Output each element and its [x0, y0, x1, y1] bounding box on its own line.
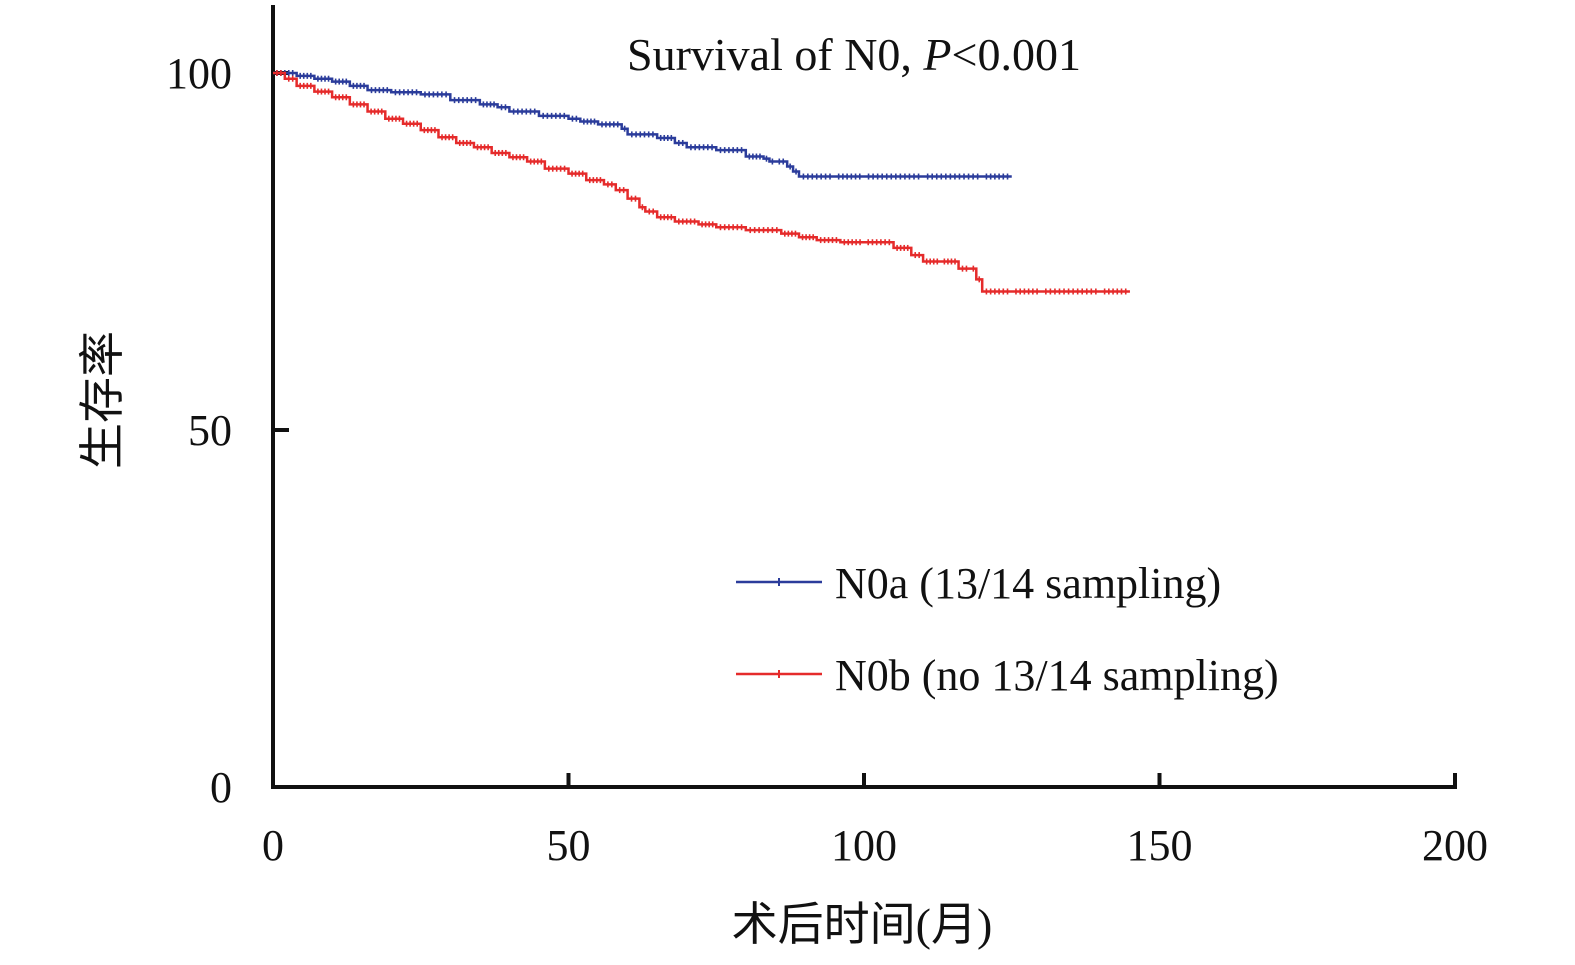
x-tick-label: 50	[547, 821, 591, 870]
series-line-n0b	[273, 71, 1130, 293]
x-tick-label: 0	[262, 821, 284, 870]
y-tick-label: 50	[188, 406, 232, 455]
censor-marks-n0b	[276, 70, 1127, 295]
y-axis-title: 生存率	[77, 331, 128, 469]
legend: N0a (13/14 sampling) N0b (no 13/14 sampl…	[736, 559, 1279, 700]
y-axis-ticks: 0 50 100	[166, 49, 289, 812]
x-axis-ticks: 0 50 100 150 200	[262, 773, 1488, 870]
legend-label-n0a: N0a (13/14 sampling)	[835, 559, 1221, 608]
y-tick-label: 0	[210, 763, 232, 812]
y-tick-label: 100	[166, 49, 232, 98]
x-tick-label: 150	[1127, 821, 1193, 870]
legend-label-n0b: N0b (no 13/14 sampling)	[835, 651, 1279, 700]
series-line-n0a	[273, 71, 1012, 178]
x-tick-label: 100	[831, 821, 897, 870]
chart-title: Survival of N0, P<0.001	[627, 29, 1081, 80]
series-layer	[273, 70, 1130, 295]
x-tick-label: 200	[1422, 821, 1488, 870]
censor-marks-n0a	[276, 70, 1009, 180]
x-axis-title: 术后时间(月)	[732, 899, 993, 950]
